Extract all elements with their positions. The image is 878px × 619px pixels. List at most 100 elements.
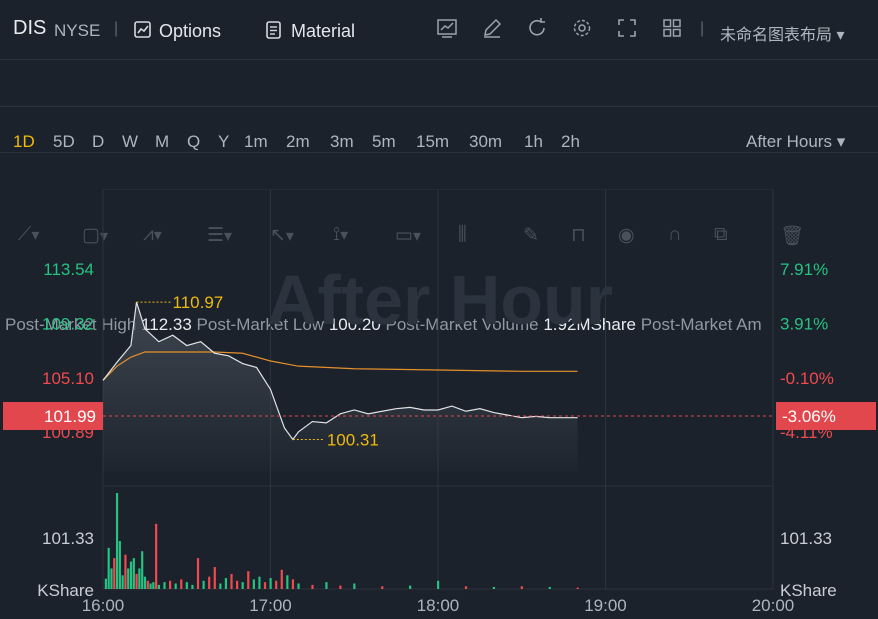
volume-scale-right: 101.33 <box>780 529 832 548</box>
layout-dropdown[interactable]: 未命名图表布局 ▾ <box>720 21 845 45</box>
timeframe-2h[interactable]: 2h <box>561 132 580 151</box>
pattern-icon[interactable]: ⩘▾ <box>143 224 162 245</box>
eye-icon[interactable]: ◉ <box>618 225 635 246</box>
timeframe-w[interactable]: W <box>122 132 139 151</box>
timeframe-15m[interactable]: 15m <box>416 132 450 151</box>
volume-bar <box>152 582 155 589</box>
volume-bar <box>247 571 250 589</box>
options-button[interactable]: Options <box>133 20 221 42</box>
volume-bar <box>492 586 496 589</box>
current-price-badge <box>3 402 103 430</box>
volume-bar <box>280 569 283 589</box>
candles-icon[interactable]: ⫼ <box>458 224 467 245</box>
y-tick-label-right: -0.10% <box>780 369 834 388</box>
fib-icon[interactable]: ☰▾ <box>207 225 232 246</box>
material-label: Material <box>291 21 356 41</box>
volume-bar <box>286 575 289 589</box>
volume-bar <box>155 523 158 589</box>
volume-bar <box>339 585 342 589</box>
volume-bar <box>325 582 328 589</box>
brush-icon[interactable]: ✎ <box>523 225 539 246</box>
session-dropdown[interactable]: After Hours ▾ <box>746 132 845 152</box>
grid-layout-icon[interactable] <box>661 17 683 45</box>
volume-bar <box>146 580 149 589</box>
timeframe-q[interactable]: Q <box>187 132 201 151</box>
y-tick-label-left: 113.54 <box>43 260 94 279</box>
arrow-icon[interactable]: ↖▾ <box>270 225 294 246</box>
timeframe-3m[interactable]: 3m <box>330 132 354 151</box>
volume-bar <box>252 579 255 589</box>
ticker-symbol[interactable]: DIS <box>13 17 47 39</box>
volume-bar <box>241 582 244 589</box>
refresh-icon[interactable] <box>526 17 548 45</box>
timeframe-y[interactable]: Y <box>218 132 230 151</box>
magnet-icon[interactable]: ∩ <box>668 224 682 245</box>
volume-scale-left: 101.33 <box>42 529 94 548</box>
stat-value: 100.20 <box>328 315 381 334</box>
measure-icon[interactable]: ⟟▾ <box>333 224 349 245</box>
volume-bar <box>353 583 356 589</box>
material-button[interactable]: Material <box>265 20 355 42</box>
fullscreen-icon[interactable] <box>616 17 638 45</box>
trend-line-icon[interactable]: ⟋▾ <box>18 224 40 245</box>
timeframe-1h[interactable]: 1h <box>524 132 543 151</box>
volume-bar <box>263 582 267 589</box>
volume-bar <box>409 585 412 589</box>
volume-bar <box>548 586 551 589</box>
rectangle-icon[interactable]: ▢▾ <box>82 225 108 246</box>
volume-bar <box>213 567 216 589</box>
y-tick-label-left: 105.10 <box>42 369 94 388</box>
timeframe-5m[interactable]: 5m <box>372 132 396 151</box>
y-tick-label-left: 109.32 <box>42 314 94 333</box>
price-label-icon[interactable]: ▭▾ <box>395 225 421 246</box>
x-tick-label: 17:00 <box>249 596 292 615</box>
y-tick-label-right: 3.91% <box>780 314 828 333</box>
volume-bar <box>110 568 113 589</box>
volume-bar <box>230 573 233 589</box>
current-price-label: 101.99 <box>44 407 96 426</box>
divider: | <box>114 20 119 37</box>
volume-bar <box>113 558 116 589</box>
volume-bar <box>224 578 228 589</box>
volume-bar <box>291 579 295 589</box>
top-toolbar: DIS NYSE | Options Material | 未命名图表布局 ▾ <box>0 0 878 60</box>
volume-bar <box>191 584 194 589</box>
chart-type-icon[interactable] <box>436 17 458 45</box>
max-price-label: 110.97 <box>173 293 224 312</box>
volume-bar <box>236 580 239 589</box>
options-label: Options <box>159 21 222 41</box>
lock-icon[interactable]: ⊓ <box>571 225 586 246</box>
price-area <box>103 302 578 472</box>
volume-bar <box>118 541 121 589</box>
edit-icon[interactable] <box>481 17 503 45</box>
trash-icon[interactable]: 🗑 <box>780 226 805 247</box>
volume-bar <box>121 575 124 589</box>
drawing-toolbar: ⟋▾ ▢▾ ⩘▾ ☰▾ ↖▾ ⟟▾ ▭▾ ⫼ ✎ ⊓ ◉ ∩ ⧉ 🗑 <box>0 107 878 247</box>
x-tick-label: 18:00 <box>417 596 460 615</box>
volume-bar <box>196 558 200 589</box>
layout-name: 未命名图表布局 <box>720 27 833 44</box>
timeframe-5d[interactable]: 5D <box>53 132 75 151</box>
price-annotations: 101.99 -3.06% 110.97 100.31 <box>3 293 876 449</box>
stat-key: Post-Market Am <box>640 315 762 334</box>
volume-bar <box>174 583 177 589</box>
timeframe-m[interactable]: M <box>155 132 170 151</box>
volume-bar <box>269 578 272 589</box>
timeframe-1d[interactable]: 1D <box>13 132 35 151</box>
volume-bar <box>464 586 468 589</box>
price-line <box>102 301 578 441</box>
timeframe-2m[interactable]: 2m <box>286 132 310 151</box>
volume-bar <box>169 580 172 589</box>
gear-icon[interactable] <box>571 17 593 45</box>
x-tick-label: 16:00 <box>82 596 125 615</box>
timeframe-d[interactable]: D <box>92 132 105 151</box>
price-chart[interactable]: After Hour 113.54109.32105.10100.897.91%… <box>0 189 878 619</box>
x-tick-label: 20:00 <box>752 596 795 615</box>
volume-bar <box>141 551 144 589</box>
timeframe-30m[interactable]: 30m <box>469 132 503 151</box>
volume-bar <box>381 586 384 589</box>
volume-bar <box>143 576 147 589</box>
copy-icon[interactable]: ⧉ <box>714 224 728 245</box>
stats-line: Post-Market High 112.33 Post-Market Low … <box>5 315 762 335</box>
timeframe-1m[interactable]: 1m <box>244 132 268 151</box>
